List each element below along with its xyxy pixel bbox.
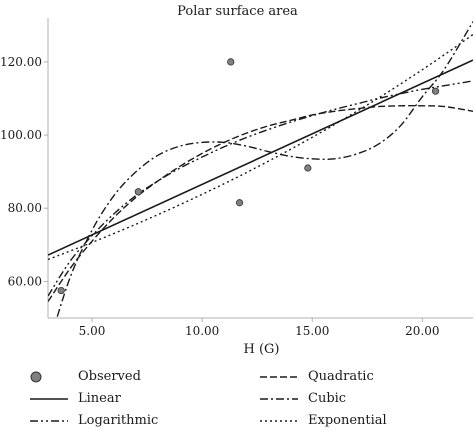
legend-swatch-exponential bbox=[260, 419, 298, 422]
y-tick-label: 80.00 bbox=[8, 201, 42, 215]
legend-swatch-cubic bbox=[260, 397, 298, 400]
legend-item-cubic: Cubic bbox=[260, 391, 346, 406]
legend-swatch-linear bbox=[30, 397, 68, 400]
y-tick-label: 60.00 bbox=[8, 274, 42, 288]
y-tick-label: 100.00 bbox=[0, 128, 42, 142]
legend-label: Quadratic bbox=[308, 369, 374, 384]
legend-item-logarithmic: Logarithmic bbox=[30, 413, 158, 428]
legend-item-observed: Observed bbox=[30, 369, 141, 384]
chart-title: Polar surface area bbox=[177, 4, 298, 19]
fit-lines bbox=[48, 21, 473, 318]
axes: 60.00 80.00 100.00 120.00 5.00 10.00 15.00 20.0… bbox=[0, 18, 473, 338]
legend-item-quadratic: Quadratic bbox=[260, 369, 374, 384]
legend-swatch-observed bbox=[30, 371, 42, 382]
x-tick-label: 10.00 bbox=[185, 324, 219, 338]
legend-label: Logarithmic bbox=[78, 413, 159, 428]
observed-point bbox=[134, 188, 142, 196]
observed-point bbox=[235, 199, 244, 207]
legend-label: Exponential bbox=[308, 413, 387, 428]
legend-item-exponential: Exponential bbox=[260, 413, 387, 428]
observed-points bbox=[57, 58, 440, 295]
legend-label: Linear bbox=[78, 391, 121, 406]
fit-line-linear bbox=[48, 59, 473, 256]
fit-line-cubic bbox=[56, 21, 473, 318]
y-tick-label: 120.00 bbox=[0, 55, 42, 69]
legend-label: Cubic bbox=[308, 391, 347, 406]
fit-line-quadratic bbox=[48, 105, 473, 302]
legend-label: Observed bbox=[78, 369, 141, 384]
x-tick-label: 20.00 bbox=[405, 324, 439, 338]
observed-point bbox=[57, 286, 65, 295]
x-axis-label: H (G) bbox=[243, 342, 280, 357]
legend-swatch-quadratic bbox=[260, 375, 298, 378]
x-tick-label: 5.00 bbox=[79, 324, 106, 338]
x-tick-label: 15.00 bbox=[295, 324, 329, 338]
observed-point bbox=[304, 164, 312, 172]
observed-point bbox=[227, 58, 235, 66]
legend-item-linear: Linear bbox=[30, 391, 121, 406]
observed-point bbox=[431, 87, 440, 95]
fit-line-exponential bbox=[48, 33, 473, 261]
fit-line-logarithmic bbox=[48, 80, 473, 297]
legend-swatch-logarithmic bbox=[30, 419, 68, 422]
